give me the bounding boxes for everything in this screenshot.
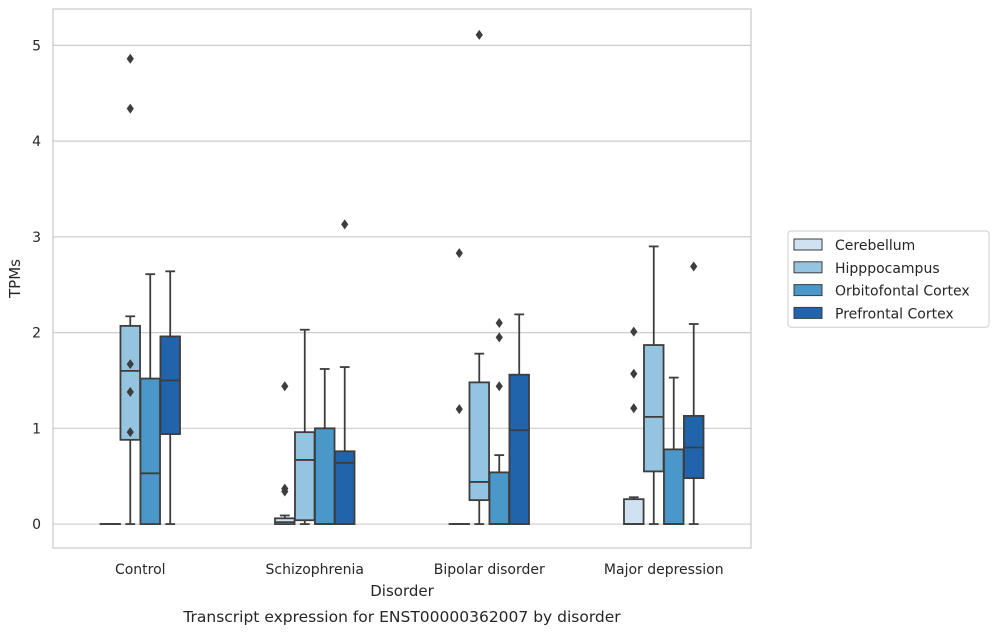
legend: Cerebellum Hipppocampus Orbitofontal Corte…: [788, 231, 989, 327]
box-orbitofontal-cortex: [140, 274, 160, 524]
box-body: [160, 336, 180, 434]
box-body: [275, 518, 295, 524]
box-orbitofontal-cortex: [489, 318, 509, 524]
box-prefrontal-cortex: [509, 314, 529, 524]
legend-label: Prefrontal Cortex: [835, 306, 954, 322]
box-hipppocampus: [469, 30, 489, 524]
outlier-point: [496, 332, 503, 342]
outlier-point: [496, 381, 503, 391]
box-cerebellum: [449, 248, 469, 524]
box-body: [664, 449, 684, 524]
box-orbitofontal-cortex: [664, 378, 684, 524]
x-tick-label: Control: [115, 562, 166, 578]
outlier-point: [690, 262, 697, 272]
axis-layer: 0 1 2 3 4 5 Control Schizophrenia Bipolar disord…: [32, 38, 724, 578]
legend-swatch: [794, 285, 822, 296]
box-orbitofontal-cortex: [315, 369, 335, 524]
y-axis-label: TPMs: [6, 259, 24, 299]
legend-swatch: [794, 262, 822, 273]
outlier-point: [456, 404, 463, 414]
box-body: [295, 432, 315, 520]
legend-swatch: [794, 239, 822, 250]
y-tick-label: 3: [32, 230, 41, 246]
box-body: [644, 345, 664, 471]
outlier-point: [127, 104, 134, 114]
x-tick-label: Schizophrenia: [266, 562, 364, 578]
x-axis-label: Disorder: [370, 582, 434, 600]
box-layer: [100, 30, 703, 524]
box-body: [624, 499, 644, 524]
outlier-point: [630, 327, 637, 337]
box-prefrontal-cortex: [684, 262, 704, 525]
outlier-point: [476, 30, 483, 40]
legend-label: Hipppocampus: [835, 261, 940, 277]
outlier-point: [630, 403, 637, 413]
box-body: [140, 379, 160, 525]
chart-caption: Transcript expression for ENST0000036200…: [182, 608, 621, 626]
x-tick-label: Bipolar disorder: [434, 562, 545, 578]
box-cerebellum: [275, 381, 295, 524]
box-hipppocampus: [644, 246, 664, 524]
y-tick-label: 2: [32, 326, 41, 342]
legend-label: Cerebellum: [835, 238, 915, 254]
box-hipppocampus: [295, 330, 315, 524]
legend-label: Orbitofontal Cortex: [835, 284, 970, 300]
outlier-point: [281, 381, 288, 391]
outlier-point: [630, 369, 637, 379]
box-cerebellum: [624, 327, 644, 524]
box-body: [120, 326, 140, 440]
outlier-point: [341, 219, 348, 229]
y-tick-label: 5: [32, 38, 41, 54]
box-body: [489, 472, 509, 524]
box-prefrontal-cortex: [335, 219, 355, 524]
x-tick-label: Major depression: [604, 562, 724, 578]
outlier-point: [456, 248, 463, 258]
box-body: [509, 375, 529, 524]
box-body: [315, 428, 335, 524]
y-tick-label: 4: [32, 134, 41, 150]
y-tick-label: 1: [32, 421, 41, 437]
outlier-point: [496, 318, 503, 328]
box-hipppocampus: [120, 54, 140, 524]
legend-swatch: [794, 307, 822, 318]
box-prefrontal-cortex: [160, 271, 180, 524]
y-tick-label: 0: [32, 517, 41, 533]
outlier-point: [127, 54, 134, 64]
